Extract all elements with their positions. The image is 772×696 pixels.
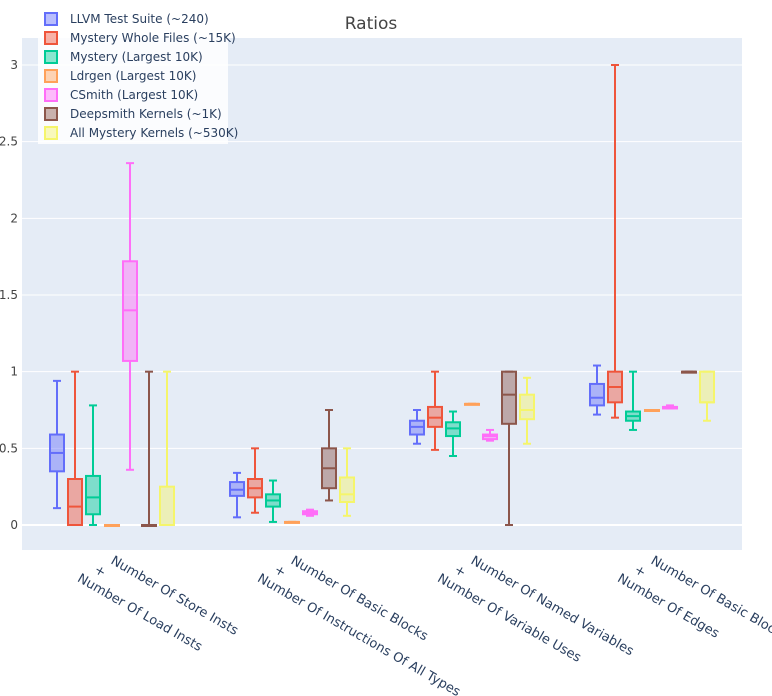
legend-item-3[interactable]: Ldrgen (Largest 10K) — [44, 69, 196, 83]
legend-item-2[interactable]: Mystery (Largest 10K) — [44, 50, 203, 64]
legend-item-1[interactable]: Mystery Whole Files (~15K) — [44, 31, 236, 45]
box-body — [67, 478, 83, 526]
box-3-1[interactable] — [284, 520, 300, 524]
box-2-2[interactable] — [445, 410, 461, 457]
x-category-label-3: Number Of Basic Blocks+Number Of Edges — [615, 553, 772, 644]
box-3-3[interactable] — [644, 409, 660, 412]
y-axis-ticks: 0 0.5 1 1.5 2 2.5 3 — [0, 58, 18, 532]
box-1-1[interactable] — [247, 447, 263, 514]
legend-label: CSmith (Largest 10K) — [70, 88, 198, 102]
x-category-label-0: Number Of Store Insts+Number Of Load Ins… — [75, 553, 241, 654]
box-1-0[interactable] — [67, 370, 83, 526]
legend-swatch — [44, 12, 58, 26]
box-6-2[interactable] — [519, 376, 535, 445]
box-5-1[interactable] — [321, 409, 337, 502]
box-0-3[interactable] — [589, 364, 605, 416]
box-6-1[interactable] — [339, 447, 355, 517]
box-2-3[interactable] — [625, 370, 641, 431]
box-4-3[interactable] — [662, 404, 678, 410]
legend-label: Deepsmith Kernels (~1K) — [70, 107, 222, 121]
box-1-2[interactable] — [427, 370, 443, 451]
y-tick-label: 0 — [10, 518, 18, 532]
box-3-0[interactable] — [104, 524, 120, 527]
box-2-0[interactable] — [85, 404, 101, 526]
legend-item-0[interactable]: LLVM Test Suite (~240) — [44, 12, 209, 26]
box-body — [501, 370, 517, 425]
legend-label: All Mystery Kernels (~530K) — [70, 126, 238, 140]
legend-label: Ldrgen (Largest 10K) — [70, 69, 196, 83]
legend-swatch — [44, 31, 58, 45]
legend[interactable]: LLVM Test Suite (~240) Mystery Whole File… — [38, 8, 238, 144]
legend-label: LLVM Test Suite (~240) — [70, 12, 209, 26]
x-category-label-1: Number Of Basic Blocks+Number Of Instruc… — [255, 553, 463, 696]
box-5-0[interactable] — [141, 370, 157, 527]
legend-swatch — [44, 50, 58, 64]
box-6-3[interactable] — [699, 370, 715, 422]
box-5-2[interactable] — [501, 370, 517, 526]
legend-swatch — [44, 107, 58, 121]
box-1-3[interactable] — [607, 64, 623, 419]
legend-label: Mystery (Largest 10K) — [70, 50, 203, 64]
y-tick-label: 0.5 — [0, 441, 18, 455]
y-tick-label: 1 — [10, 365, 18, 379]
x-category-label-2: Number Of Named Variables+Number Of Vari… — [435, 553, 637, 665]
box-0-0[interactable] — [49, 379, 65, 510]
box-body — [85, 474, 101, 516]
legend-swatch — [44, 88, 58, 102]
legend-item-6[interactable]: All Mystery Kernels (~530K) — [44, 126, 238, 140]
legend-label: Mystery Whole Files (~15K) — [70, 31, 236, 45]
box-body — [339, 476, 355, 504]
chart-title: Ratios — [345, 14, 398, 34]
y-tick-label: 2.5 — [0, 135, 18, 149]
box-4-2[interactable] — [482, 428, 498, 442]
box-body — [159, 485, 175, 526]
x-axis-category-labels: Number Of Store Insts+Number Of Load Ins… — [75, 553, 772, 696]
box-6-0[interactable] — [159, 370, 175, 526]
legend-background — [38, 8, 228, 144]
box-0-2[interactable] — [409, 409, 425, 445]
legend-swatch — [44, 69, 58, 83]
y-tick-label: 1.5 — [0, 288, 18, 302]
y-tick-label: 3 — [10, 58, 18, 72]
legend-item-5[interactable]: Deepsmith Kernels (~1K) — [44, 107, 222, 121]
box-body — [699, 370, 715, 404]
box-2-1[interactable] — [265, 479, 281, 523]
legend-swatch — [44, 126, 58, 140]
box-4-0[interactable] — [122, 162, 138, 471]
y-tick-label: 2 — [10, 211, 18, 225]
legend-item-4[interactable]: CSmith (Largest 10K) — [44, 88, 198, 102]
boxes — [49, 64, 715, 527]
box-5-3[interactable] — [681, 370, 697, 374]
box-3-2[interactable] — [464, 402, 480, 406]
box-body — [519, 393, 535, 421]
box-4-1[interactable] — [302, 508, 318, 517]
box-0-1[interactable] — [229, 471, 245, 519]
box-body — [589, 382, 605, 407]
